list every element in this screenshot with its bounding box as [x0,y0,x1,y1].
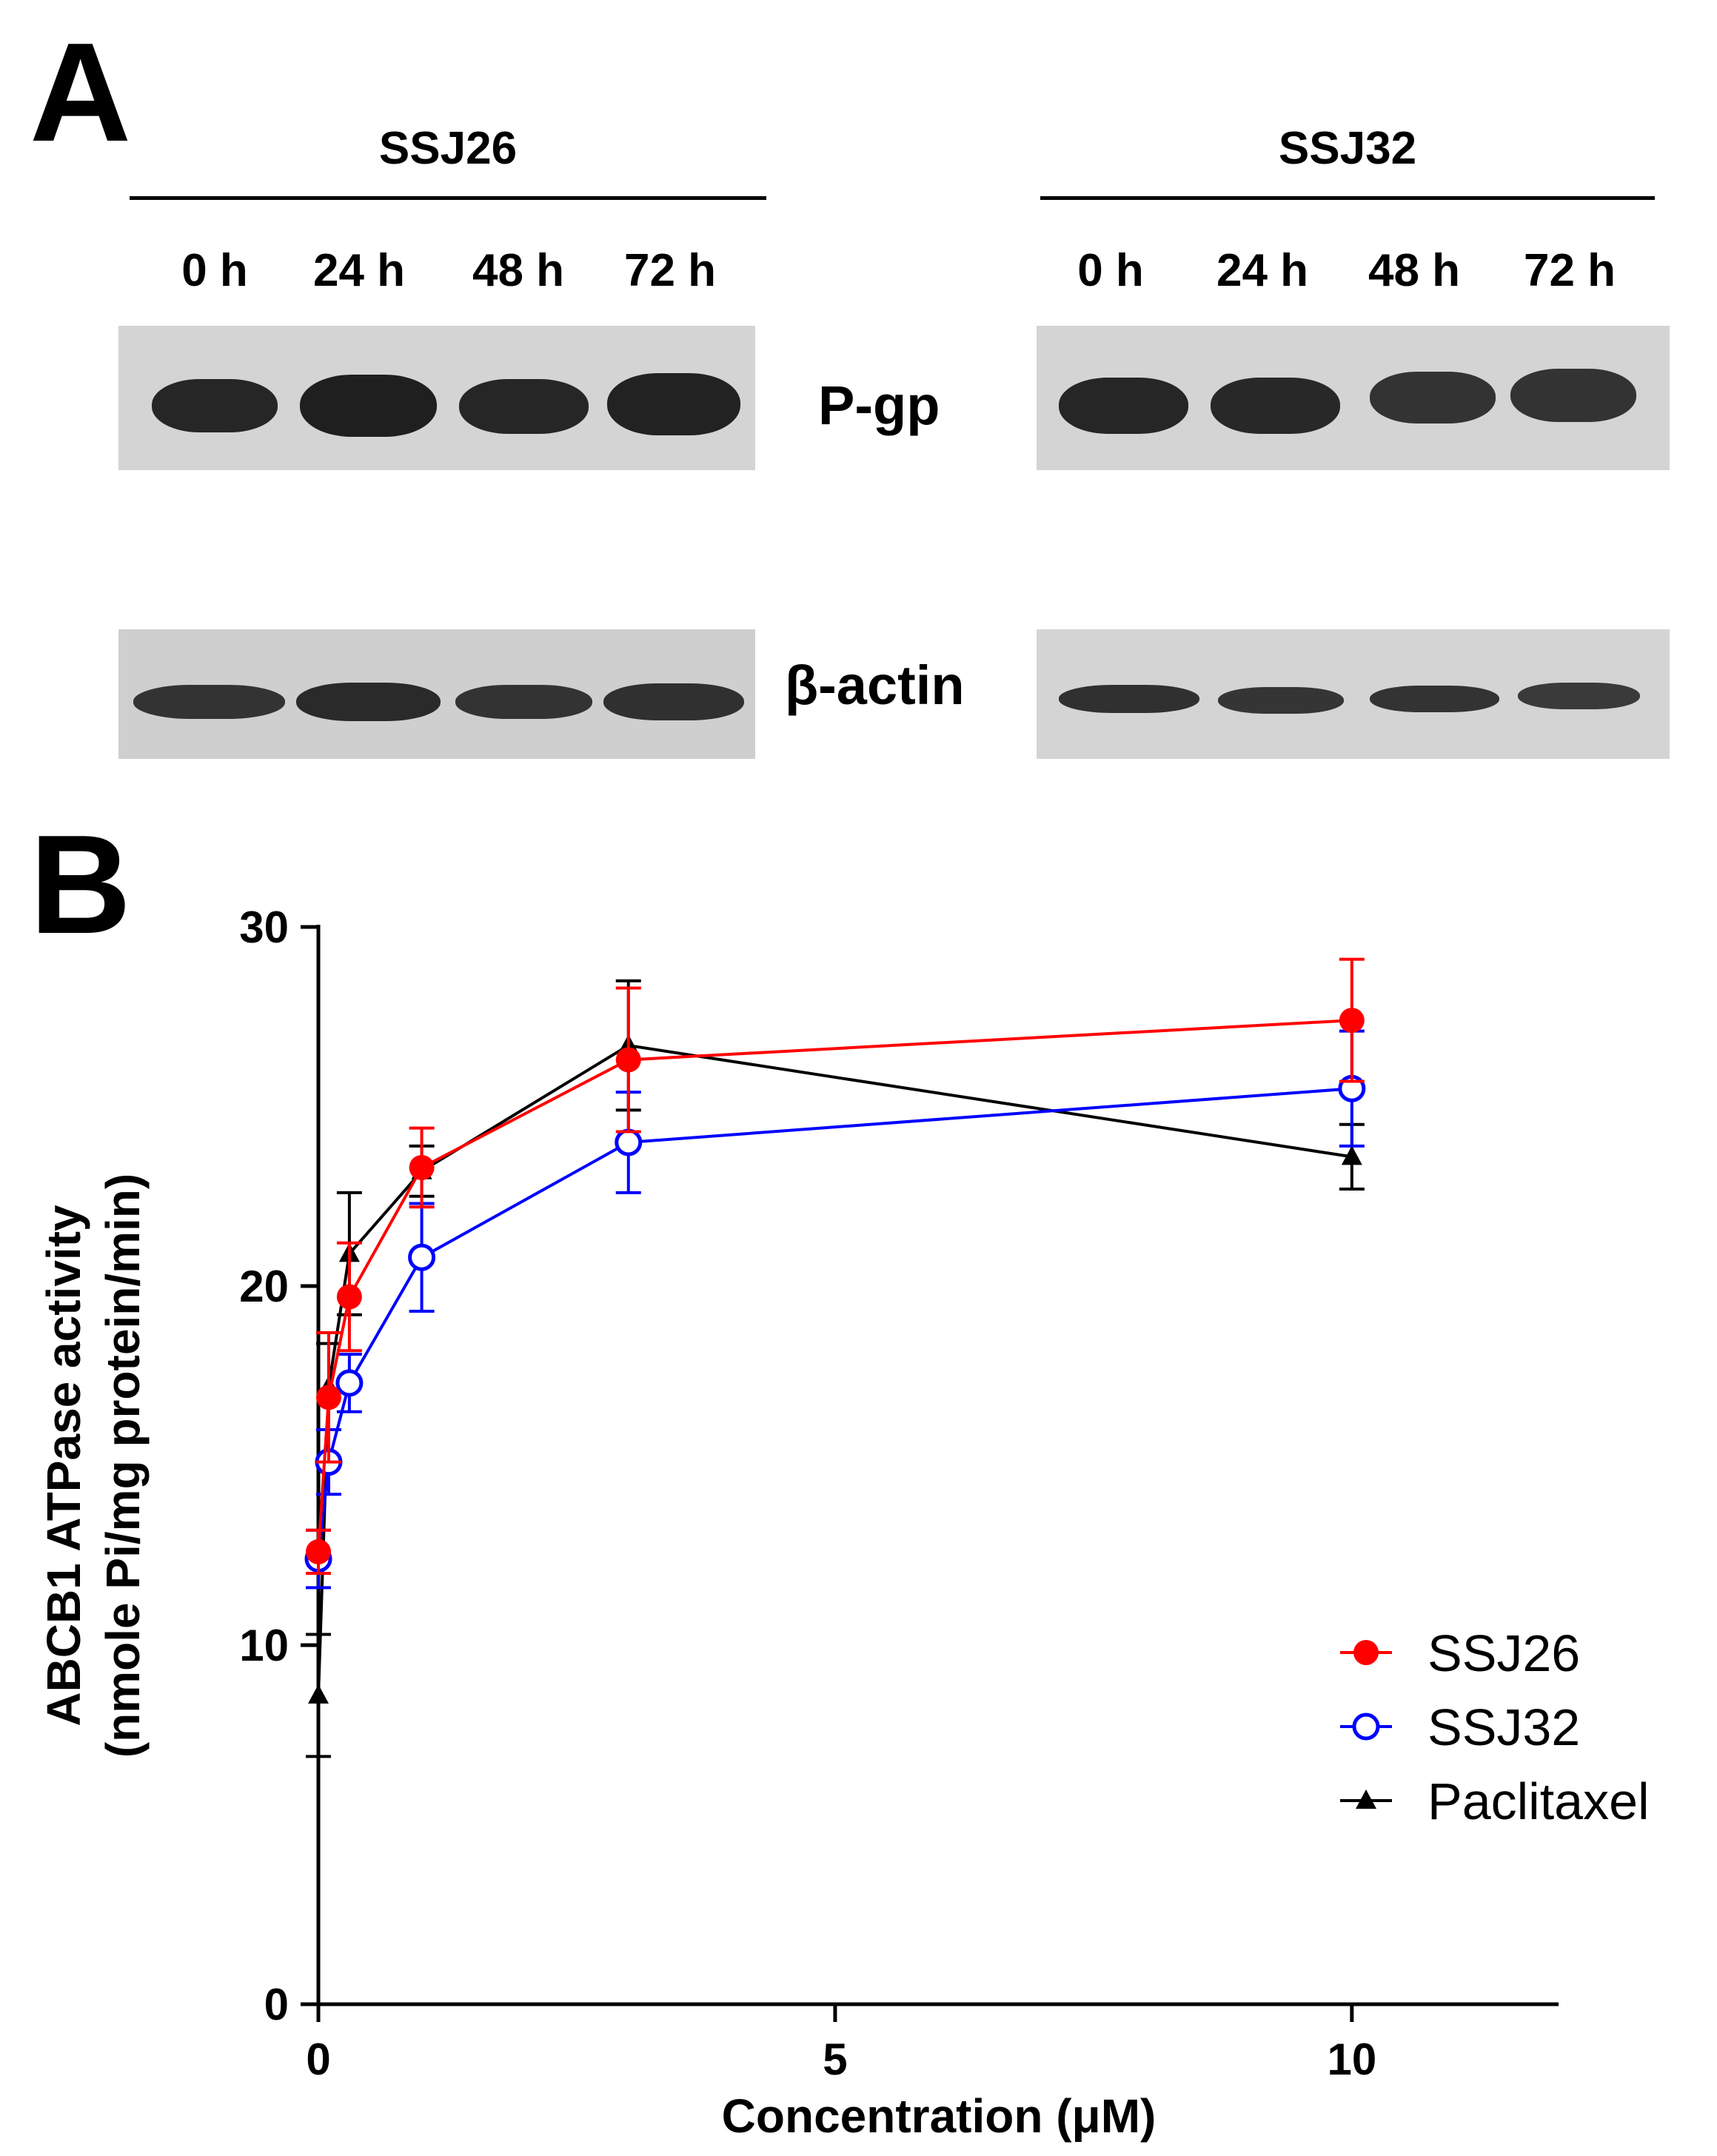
x-tick-label: 5 [823,2035,847,2084]
lane-label-ssj26-0h: 0 h [181,245,248,296]
x-axis-title: Concentration (μM) [722,2089,1157,2143]
data-point-paclitaxel [308,1684,329,1704]
pgp-band-ssj26-0h [152,379,278,432]
lane-label-ssj26-48h: 48 h [472,245,565,296]
y-tick-label: 20 [239,1262,289,1311]
data-point-ssj26 [306,1539,331,1564]
y-tick-label: 30 [239,903,289,952]
series-ssj32 [304,1029,1366,1590]
data-point-ssj26 [615,1047,641,1073]
x-tick-label: 0 [306,2035,330,2084]
pgp-band-ssj26-72h [607,373,740,435]
data-point-ssj26 [409,1154,435,1180]
pgp-blot-ssj26 [118,326,755,470]
pgp-band-ssj26-48h [459,379,589,434]
data-point-ssj26 [336,1284,362,1310]
actin-band-ssj32-24h [1218,687,1344,714]
panel-a-letter: A [30,14,132,171]
legend-label-paclitaxel: Paclitaxel [1428,1772,1650,1830]
pgp-band-ssj32-72h [1510,369,1636,422]
actin-blot-ssj26 [118,629,755,759]
legend-label-ssj32: SSJ32 [1428,1698,1580,1756]
lane-label-ssj32-48h: 48 h [1368,245,1461,296]
y-axis-title-line1: ABCB1 ATPase activity [37,1205,90,1727]
pgp-band-ssj32-48h [1370,372,1496,424]
actin-row-label: β-actin [785,654,965,716]
group-title-ssj32: SSJ32 [1278,123,1417,174]
actin-band-ssj26-48h [455,685,592,719]
actin-band-ssj26-72h [603,683,744,720]
chart-legend: SSJ26 SSJ32 Paclitaxel [1340,1624,1650,1830]
legend-marker-ssj26 [1353,1640,1379,1665]
data-point-ssj26 [315,1385,341,1410]
legend-marker-ssj32 [1352,1713,1380,1741]
actin-blot-ssj32 [1037,629,1670,759]
actin-band-ssj32-48h [1370,686,1499,712]
data-point-ssj32 [615,1128,643,1156]
group-title-ssj26: SSJ26 [378,123,518,174]
series-line-ssj26 [317,1019,1352,1553]
lane-label-ssj32-24h: 24 h [1216,245,1309,296]
actin-band-ssj32-72h [1518,683,1640,709]
actin-band-ssj32-0h [1059,685,1199,713]
x-tick-label: 10 [1327,2035,1376,2084]
data-point-ssj26 [1339,1008,1365,1034]
panel-b-letter: B [30,806,132,963]
y-tick-label: 10 [239,1621,289,1670]
series-paclitaxel [306,979,1365,1758]
group-underline-ssj26 [130,196,766,200]
lane-label-ssj32-72h: 72 h [1523,245,1616,296]
lane-label-ssj32-0h: 0 h [1077,245,1144,296]
data-point-paclitaxel [1341,1145,1362,1165]
data-point-ssj32 [408,1243,436,1271]
pgp-band-ssj26-24h [300,375,437,437]
legend-label-ssj26: SSJ26 [1428,1624,1580,1682]
pgp-band-ssj32-24h [1211,378,1340,434]
actin-band-ssj26-24h [296,683,441,721]
chart-series [304,957,1366,1758]
pgp-band-ssj32-0h [1059,378,1188,434]
legend-marker-paclitaxel [1356,1790,1376,1809]
lane-label-ssj26-72h: 72 h [623,245,717,296]
chart-axes: 0 10 20 30 0 5 10 Concentration (μM) ABCB1 ATPas… [37,903,1559,2143]
group-underline-ssj32 [1040,196,1655,200]
pgp-blot-ssj32 [1037,326,1670,470]
lane-label-ssj26-24h: 24 h [312,245,406,296]
series-line-ssj32 [317,1087,1352,1559]
actin-band-ssj26-0h [133,685,285,719]
series-ssj26 [306,957,1365,1575]
y-tick-label: 0 [264,1980,289,2029]
series-line-paclitaxel [317,1043,1353,1695]
data-point-ssj32 [335,1369,364,1397]
y-axis-title-line2: (nmole Pi/mg protein/min) [96,1174,150,1758]
pgp-row-label: P-gp [818,375,940,436]
